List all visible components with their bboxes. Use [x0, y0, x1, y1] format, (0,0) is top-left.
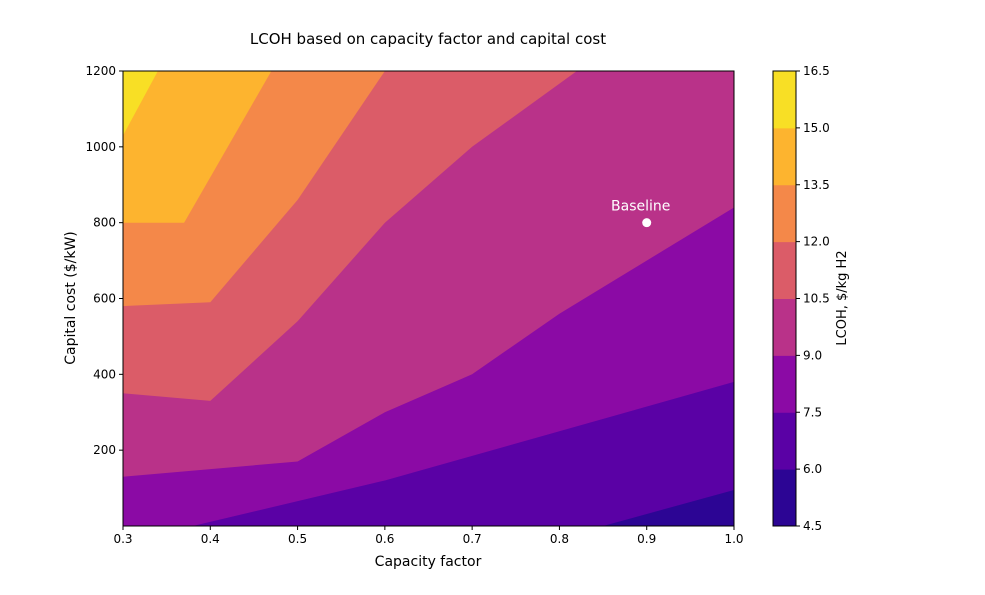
colorbar-band [773, 412, 796, 470]
baseline-marker [642, 218, 652, 228]
colorbar-band [773, 469, 796, 527]
colorbar-tick-label: 6.0 [803, 462, 822, 476]
colorbar-tick-label: 10.5 [803, 292, 830, 306]
contour-band-7 [123, 71, 158, 136]
y-tick-label: 600 [93, 292, 116, 306]
colorbar-tick-label: 16.5 [803, 64, 830, 78]
colorbar-label: LCOH, $/kg H2 [835, 250, 850, 345]
colorbar-band [773, 184, 796, 243]
annotations: Baseline [611, 199, 670, 228]
x-tick-label: 0.8 [550, 532, 569, 546]
x-axis-label: Capacity factor [375, 554, 482, 570]
y-axis-label: Capital cost ($/kW) [63, 231, 79, 365]
y-tick-label: 200 [93, 443, 116, 457]
contour-band-6 [123, 71, 272, 223]
y-tick-label: 1200 [85, 64, 116, 78]
colorbar-band [773, 71, 796, 129]
colorbar-band [773, 127, 796, 186]
colorbar-band [773, 298, 796, 356]
colorbar: 4.5 6.0 7.5 9.0 10.5 12.0 13.5 15.0 16.5 [772, 64, 830, 533]
x-tick-label: 0.9 [637, 532, 656, 546]
y-tick-label: 1000 [85, 140, 116, 154]
colorbar-tick-label: 9.0 [803, 348, 822, 362]
colorbar-band [773, 355, 796, 413]
colorbar-band [773, 241, 796, 299]
colorbar-tick-label: 13.5 [803, 178, 830, 192]
y-tick-label: 800 [93, 216, 116, 230]
baseline-label: Baseline [611, 199, 670, 215]
colorbar-tick-label: 4.5 [803, 519, 822, 533]
x-tick-label: 0.6 [375, 532, 394, 546]
chart-title: LCOH based on capacity factor and capita… [250, 30, 606, 48]
y-tick-label: 400 [93, 367, 116, 381]
colorbar-tick-label: 7.5 [803, 405, 822, 419]
colorbar-tick-label: 15.0 [803, 121, 830, 135]
axes: 0.3 0.4 0.5 0.6 0.7 0.8 0.9 1.0 200 400 600 800 1000… [85, 64, 743, 546]
x-tick-label: 1.0 [724, 532, 743, 546]
x-tick-label: 0.7 [463, 532, 482, 546]
x-tick-label: 0.4 [201, 532, 220, 546]
contour-regions [123, 71, 734, 526]
x-tick-label: 0.3 [113, 532, 132, 546]
x-tick-label: 0.5 [288, 532, 307, 546]
colorbar-tick-label: 12.0 [803, 235, 830, 249]
